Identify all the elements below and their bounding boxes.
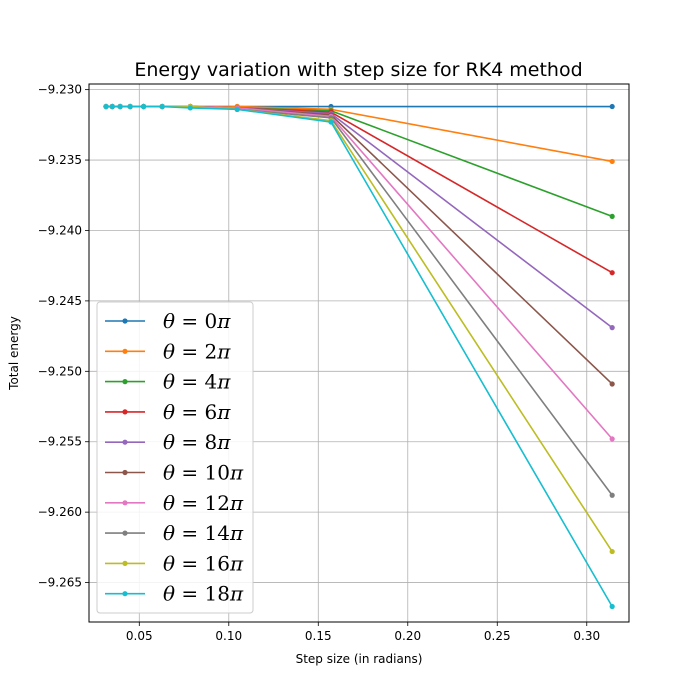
data-point (159, 103, 165, 110)
data-point (609, 436, 615, 442)
data-point (609, 548, 615, 555)
y-tick-label: −9.265 (38, 576, 82, 590)
data-point (187, 105, 193, 111)
legend-item: θ = 14π (105, 521, 244, 545)
series-layer (103, 103, 615, 610)
data-point (609, 103, 615, 110)
y-axis-label: Total energy (7, 316, 21, 391)
legend-label: θ = 2π (163, 339, 231, 363)
legend-item: θ = 18π (105, 582, 244, 606)
legend-marker (122, 318, 128, 324)
legend-label: θ = 16π (163, 551, 244, 575)
data-point (234, 106, 240, 112)
legend-item: θ = 10π (105, 461, 244, 485)
legend-item: θ = 12π (105, 491, 244, 515)
x-axis-label: Step size (in radians) (296, 652, 423, 666)
legend: θ = 0π θ = 2π θ = 4π θ = 6π θ = 8π θ = 10π θ =… (96, 301, 254, 614)
legend-label: θ = 18π (163, 582, 244, 606)
legend-label: θ = 6π (163, 400, 231, 424)
data-point (140, 103, 147, 110)
data-point (609, 213, 615, 219)
legend-item: θ = 6π (105, 400, 231, 424)
y-tick-label: −9.230 (38, 83, 82, 97)
x-tick-label: 0.25 (484, 629, 511, 643)
legend-item: θ = 2π (105, 339, 231, 363)
legend-item: θ = 4π (105, 370, 231, 394)
y-tick-label: −9.245 (38, 294, 82, 308)
x-tick-label: 0.30 (573, 629, 600, 643)
x-tick-label: 0.10 (215, 629, 242, 643)
data-point (328, 119, 334, 125)
y-tick-label: −9.260 (38, 505, 82, 519)
legend-box (96, 301, 254, 614)
x-tick-label: 0.20 (394, 629, 421, 643)
legend-marker (122, 560, 128, 567)
plot-frame (88, 83, 630, 623)
x-tick-label: 0.05 (126, 629, 153, 643)
data-point (103, 103, 109, 110)
data-point (117, 103, 123, 110)
legend-label: θ = 4π (163, 370, 231, 394)
legend-marker (122, 500, 128, 506)
legend-label: θ = 10π (163, 461, 244, 485)
legend-item: θ = 16π (105, 551, 244, 575)
data-point (609, 492, 615, 498)
y-tick-label: −9.240 (38, 223, 82, 237)
legend-label: θ = 0π (163, 309, 231, 333)
chart-title: Energy variation with step size for RK4 … (134, 59, 582, 81)
data-point (609, 325, 615, 331)
series-group (103, 103, 615, 610)
legend-label: θ = 14π (163, 521, 244, 545)
legend-marker (122, 591, 128, 597)
legend-item: θ = 0π (105, 309, 231, 333)
legend-label: θ = 12π (163, 491, 244, 515)
data-point (609, 603, 615, 610)
y-tick-label: −9.250 (38, 364, 82, 378)
series-line (106, 105, 613, 607)
data-point (127, 103, 133, 110)
legend-marker (122, 469, 128, 476)
data-point (609, 158, 615, 165)
y-tick-label: −9.255 (38, 435, 82, 449)
y-axis-ticks: −9.230 −9.235 −9.240 −9.245 −9.250 −9.255 −9.2… (38, 83, 89, 590)
data-point (609, 381, 615, 387)
x-tick-label: 0.15 (305, 629, 332, 643)
legend-marker (122, 409, 128, 415)
legend-item: θ = 8π (105, 430, 231, 454)
legend-marker (122, 348, 128, 354)
data-point (609, 270, 615, 276)
y-tick-label: −9.235 (38, 153, 82, 167)
legend-label: θ = 8π (163, 430, 231, 454)
grid-lines (89, 84, 629, 622)
legend-marker (122, 379, 128, 385)
legend-marker (122, 530, 128, 536)
legend-marker (122, 439, 128, 445)
data-point (109, 103, 115, 110)
x-axis-ticks: 0.05 0.10 0.15 0.20 0.25 0.30 (126, 622, 600, 643)
